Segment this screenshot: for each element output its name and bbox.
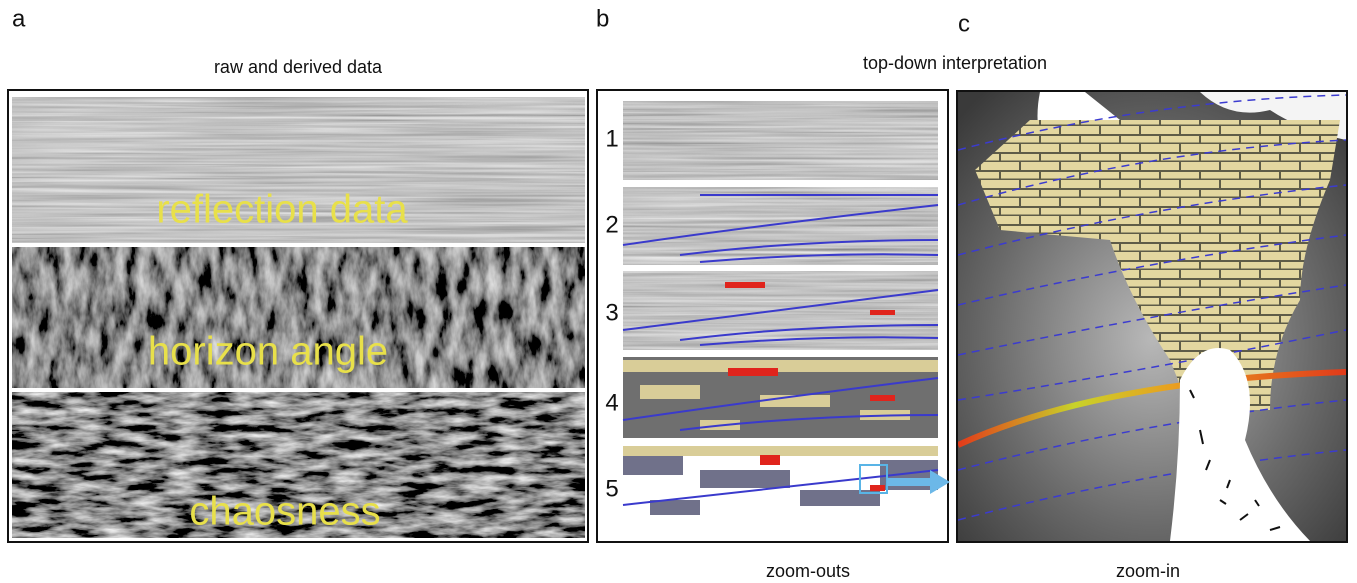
chaos-image [12, 392, 585, 538]
fracture-marks [1189, 389, 1281, 531]
panel-title: top-down interpretation [863, 53, 1047, 73]
thumbnails [622, 101, 950, 527]
zoom-image [958, 92, 1346, 541]
layer-label: horizon angle [148, 330, 388, 374]
reflection-image [12, 97, 585, 243]
sand-patch [623, 446, 938, 456]
caption: zoom-in [1116, 561, 1180, 581]
horizons [622, 194, 939, 506]
horizon-image [12, 247, 585, 388]
thumb-number: 5 [605, 475, 618, 502]
panel-letter: a [12, 5, 26, 32]
caption: zoom-outs [766, 561, 850, 581]
panel-letter: b [596, 5, 609, 32]
highlight-horizon [958, 369, 1346, 448]
brick-region [975, 120, 1340, 410]
thumb-image [623, 101, 938, 180]
panel-title: raw and derived data [214, 57, 383, 77]
panel-letter: c [958, 10, 970, 37]
thumb-number: 4 [605, 389, 618, 416]
layer-label: chaosness [189, 490, 380, 534]
thumb-number: 1 [605, 125, 618, 152]
layer-label: reflection data [156, 188, 408, 232]
red-marks [725, 282, 895, 491]
panel-frame [956, 90, 1348, 543]
thumb-number: 3 [605, 299, 618, 326]
white-blob [1170, 348, 1310, 541]
thumb-image [623, 187, 938, 265]
zoom-arrow [887, 470, 950, 494]
thumb-number: 2 [605, 211, 618, 238]
dashed-horizons [958, 94, 1346, 521]
